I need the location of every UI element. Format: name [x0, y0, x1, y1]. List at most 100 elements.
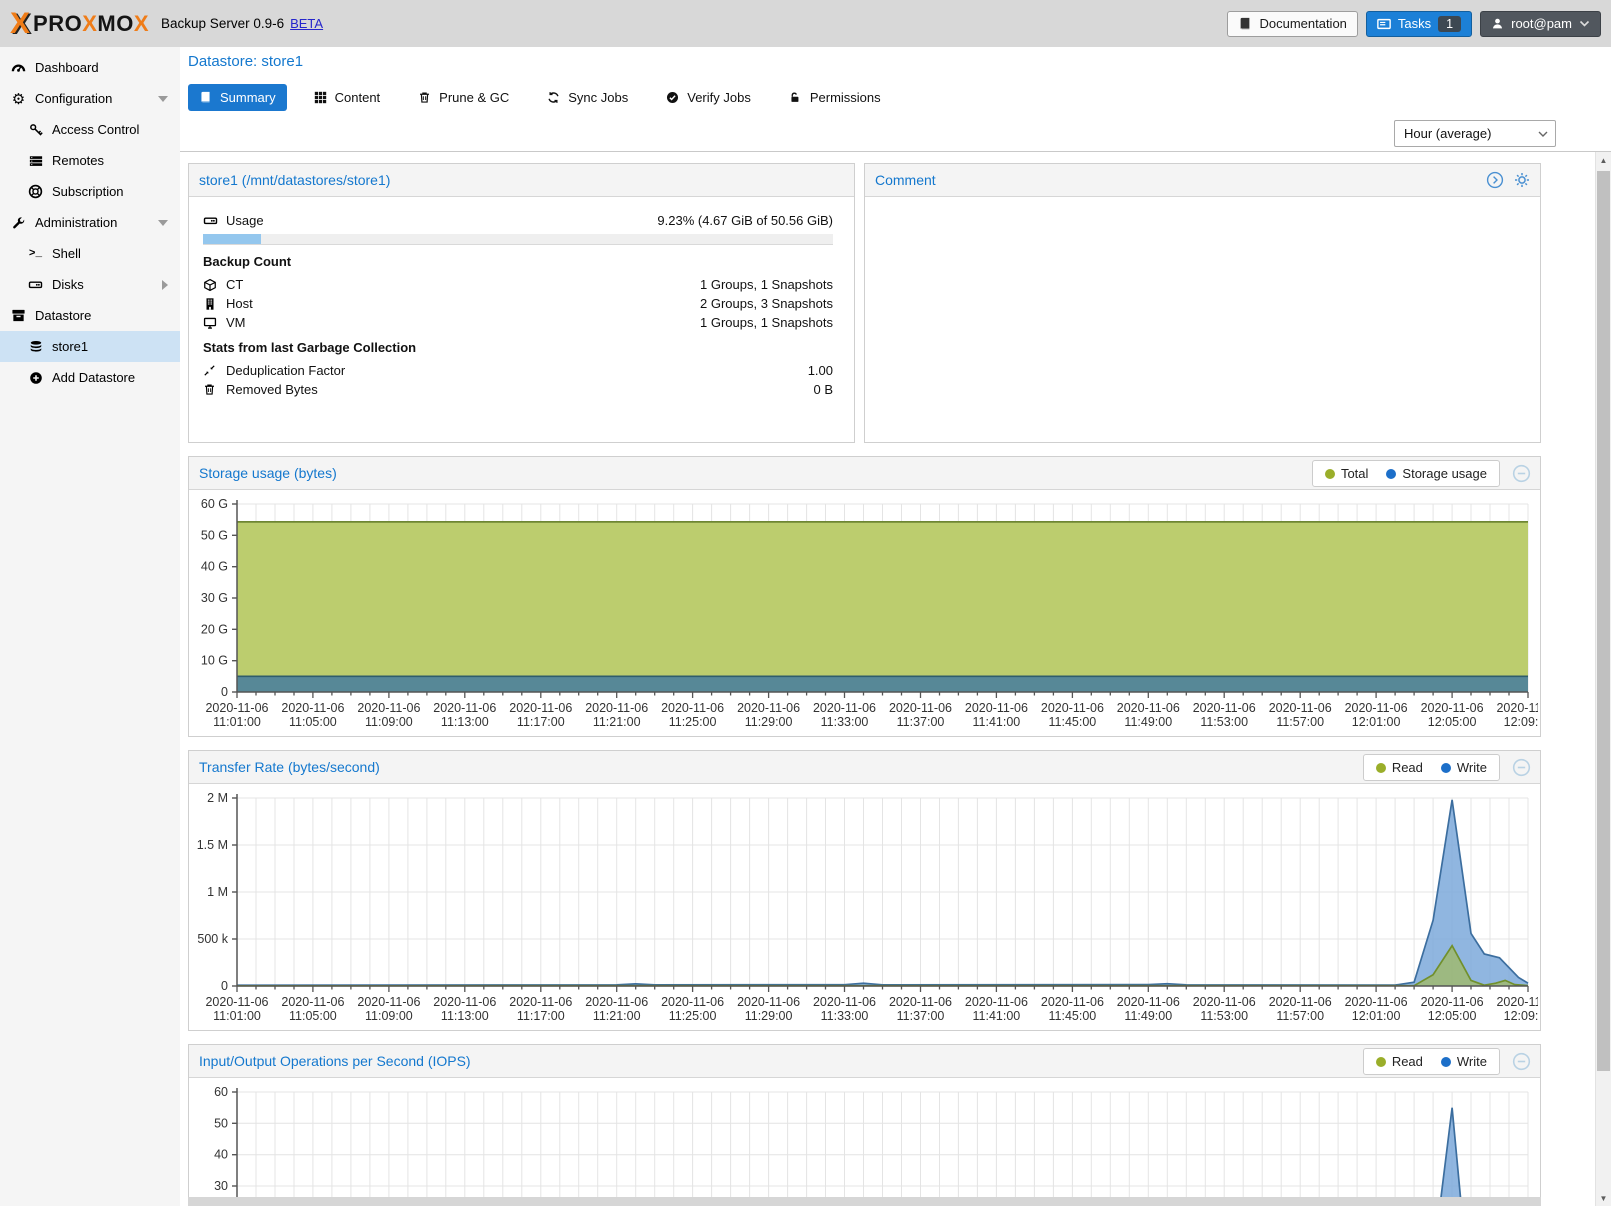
svg-text:11:05:00: 11:05:00 [289, 715, 337, 729]
svg-text:2020-11-06: 2020-11-06 [661, 701, 724, 715]
sidebar-item-datastore[interactable]: Datastore [0, 300, 180, 331]
tasks-button[interactable]: Tasks 1 [1365, 10, 1473, 37]
sidebar-item-disks[interactable]: Disks [0, 269, 180, 300]
sidebar-item-dashboard[interactable]: Dashboard [0, 52, 180, 83]
unlock-icon [789, 91, 802, 104]
sync-icon [547, 91, 560, 104]
sidebar-item-add-datastore[interactable]: Add Datastore [0, 362, 180, 393]
tab-verify-jobs[interactable]: Verify Jobs [655, 84, 762, 111]
sidebar-item-shell[interactable]: >_ Shell [28, 246, 81, 261]
expand-circle-icon[interactable] [1486, 171, 1504, 189]
sidebar-item-remotes[interactable]: Remotes [0, 145, 180, 176]
collapse-chevron-icon[interactable] [158, 95, 168, 102]
svg-text:2020-11-06: 2020-11-06 [1269, 995, 1332, 1009]
svg-text:2020-11-06: 2020-11-06 [205, 701, 268, 715]
check-circle-icon [666, 91, 679, 104]
backup-row-ct: CT 1 Groups, 1 Snapshots [203, 275, 833, 294]
svg-text:2020-11-06: 2020-11-06 [813, 701, 876, 715]
svg-text:11:37:00: 11:37:00 [897, 1009, 945, 1023]
tab-bar: Summary Content Prune & GC Sync Jobs Ver… [188, 84, 892, 111]
list-icon [27, 154, 44, 168]
sidebar-item-subscription[interactable]: Subscription [0, 176, 180, 207]
scrollbar-thumb[interactable] [1597, 171, 1610, 1071]
svg-text:11:21:00: 11:21:00 [593, 715, 641, 729]
svg-text:11:13:00: 11:13:00 [441, 715, 489, 729]
sidebar-item-store1[interactable]: store1 [0, 331, 180, 362]
documentation-button[interactable]: Documentation [1227, 10, 1358, 37]
gears-icon: ⚙ [11, 90, 26, 108]
svg-text:50: 50 [214, 1116, 228, 1130]
svg-text:11:57:00: 11:57:00 [1276, 715, 1324, 729]
backup-count-title: Backup Count [203, 254, 292, 269]
svg-text:2020-11-06: 2020-11-06 [889, 995, 952, 1009]
sidebar-item-configuration[interactable]: ⚙ Configuration [0, 83, 180, 114]
legend-dot-read [1375, 1056, 1386, 1067]
svg-text:12:09:00: 12:09:00 [1504, 715, 1538, 729]
tab-summary[interactable]: Summary [188, 84, 287, 111]
svg-text:2020-11-06: 2020-11-06 [1269, 701, 1332, 715]
svg-text:40: 40 [214, 1148, 228, 1162]
sidebar-item-administration[interactable]: Administration [0, 207, 180, 238]
tab-sync-jobs[interactable]: Sync Jobs [536, 84, 639, 111]
tab-content[interactable]: Content [303, 84, 392, 111]
svg-text:11:09:00: 11:09:00 [365, 715, 413, 729]
comment-body[interactable] [865, 197, 1540, 443]
legend-write[interactable]: Write [1440, 1054, 1487, 1069]
svg-text:2020-11-06: 2020-11-06 [1117, 701, 1180, 715]
svg-text:2020-11-06: 2020-11-06 [1041, 701, 1104, 715]
legend-read[interactable]: Read [1375, 760, 1423, 775]
book-icon [1238, 17, 1252, 31]
svg-text:11:01:00: 11:01:00 [213, 715, 261, 729]
svg-text:2020-11-06: 2020-11-06 [965, 701, 1028, 715]
svg-text:2020-11-06: 2020-11-06 [205, 995, 268, 1009]
svg-text:2020-11-06: 2020-11-06 [737, 701, 800, 715]
collapse-chevron-icon[interactable] [158, 219, 168, 226]
expand-chevron-icon[interactable] [162, 279, 168, 290]
svg-text:12:09:00: 12:09:00 [1504, 1009, 1538, 1023]
legend-total[interactable]: Total [1324, 466, 1368, 481]
svg-text:1 M: 1 M [207, 885, 228, 899]
chart-toolbar: Hour (average) [180, 115, 1611, 152]
svg-text:2020-11-06: 2020-11-06 [433, 701, 496, 715]
svg-text:40 G: 40 G [201, 560, 228, 574]
user-menu-button[interactable]: root@pam [1480, 10, 1601, 37]
svg-text:11:41:00: 11:41:00 [973, 1009, 1021, 1023]
svg-text:12:01:00: 12:01:00 [1352, 1009, 1401, 1023]
collapse-circle-icon[interactable] [1512, 464, 1531, 483]
product-version: Backup Server 0.9-6 [161, 16, 285, 31]
svg-text:30: 30 [214, 1179, 228, 1193]
backup-row-vm: VM 1 Groups, 1 Snapshots [203, 313, 833, 332]
proxmox-logo[interactable]: X PROXMOX [10, 8, 149, 39]
svg-text:2020-11-06: 2020-11-06 [1496, 995, 1538, 1009]
legend-dot-total [1324, 468, 1335, 479]
legend-storage-usage[interactable]: Storage usage [1386, 466, 1487, 481]
top-bar: X PROXMOX Backup Server 0.9-6 BETA Docum… [0, 0, 1611, 47]
sidebar-item-access-control[interactable]: Access Control [0, 114, 180, 145]
svg-text:11:09:00: 11:09:00 [365, 1009, 413, 1023]
page-title: Datastore: store1 [188, 53, 304, 70]
legend-read[interactable]: Read [1375, 1054, 1423, 1069]
svg-text:11:05:00: 11:05:00 [289, 1009, 337, 1023]
svg-text:2020-11-06: 2020-11-06 [1117, 995, 1180, 1009]
time-range-select[interactable]: Hour (average) [1394, 120, 1556, 147]
life-ring-icon [27, 184, 44, 199]
svg-text:2020-11-06: 2020-11-06 [1041, 995, 1104, 1009]
gear-icon[interactable] [1513, 171, 1531, 189]
beta-link[interactable]: BETA [290, 16, 324, 31]
collapse-circle-icon[interactable] [1512, 758, 1531, 777]
legend-write[interactable]: Write [1440, 760, 1487, 775]
legend-dot-write [1440, 762, 1451, 773]
svg-text:1.5 M: 1.5 M [197, 838, 228, 852]
plus-circle-icon [27, 371, 44, 385]
svg-text:11:29:00: 11:29:00 [745, 715, 793, 729]
gc-row-removed: Removed Bytes 0 B [203, 380, 833, 399]
svg-text:11:53:00: 11:53:00 [1200, 1009, 1248, 1023]
collapse-circle-icon[interactable] [1512, 1052, 1531, 1071]
tab-permissions[interactable]: Permissions [778, 84, 892, 111]
scroll-down-button[interactable]: ▼ [1599, 1193, 1608, 1203]
vertical-scrollbar[interactable]: ▲ ▼ [1595, 152, 1611, 1206]
chevron-down-icon [1579, 20, 1590, 27]
scroll-up-button[interactable]: ▲ [1599, 155, 1608, 165]
svg-text:2020-11-06: 2020-11-06 [1345, 995, 1408, 1009]
tab-prune-gc[interactable]: Prune & GC [407, 84, 520, 111]
